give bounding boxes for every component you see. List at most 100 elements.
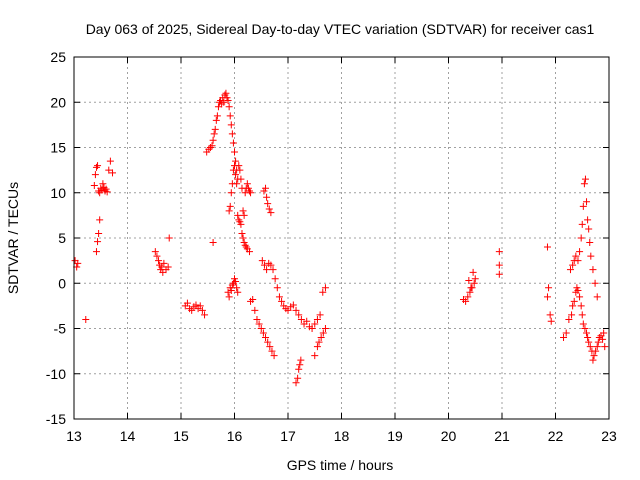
data-point [294,374,302,382]
data-point [206,144,214,151]
data-point [292,306,300,314]
data-point [224,288,232,296]
data-point [560,334,568,342]
data-point [94,238,102,246]
data-point [543,293,551,301]
x-tick-label: 14 [120,428,136,444]
data-point [222,89,230,97]
data-point [284,306,292,314]
data-point [232,157,240,165]
data-point [236,166,244,174]
x-tick-label: 16 [227,428,243,444]
data-point [574,257,582,265]
data-point [92,248,100,256]
data-point [232,277,240,285]
data-point [470,279,478,287]
data-point [269,266,277,274]
data-point [321,325,329,332]
data-point [579,202,587,210]
x-tick-label: 13 [66,428,82,444]
data-point [205,145,213,153]
data-point [258,257,266,265]
data-point [96,216,104,224]
y-tick-label: 20 [50,94,66,110]
data-point [262,334,270,342]
data-point [585,338,593,346]
data-point [208,142,216,150]
data-point [566,266,574,274]
data-point [245,248,253,256]
data-point [243,180,251,188]
data-point [153,252,161,260]
x-axis-label: GPS time / hours [287,457,394,473]
data-point [589,356,597,364]
data-point [467,284,475,292]
data-point [155,257,163,265]
data-point [82,315,90,323]
data-point [594,338,602,346]
data-point [94,162,102,170]
data-point [225,103,233,111]
data-point [289,301,297,309]
data-point [227,286,235,294]
data-point [212,116,220,124]
data-point [262,184,270,192]
data-point [237,175,245,183]
data-point [220,98,228,106]
data-point [165,234,173,242]
data-point [581,175,589,183]
data-point [570,297,578,305]
data-point [263,266,271,274]
data-point [590,352,598,360]
data-point [583,329,591,337]
data-point [188,306,196,314]
x-tick-label: 22 [548,428,564,444]
data-point [271,275,279,283]
data-point [568,311,576,319]
data-point [213,112,221,120]
data-point [600,329,608,337]
data-point [224,96,232,104]
data-point [233,180,241,188]
data-point [592,347,600,355]
data-point [234,288,242,296]
data-point [103,188,111,196]
data-point [319,329,327,337]
data-point [581,325,589,332]
data-point [211,125,219,133]
data-point [247,189,255,197]
data-point [74,259,82,267]
data-point [319,288,327,296]
data-point [97,184,105,192]
plot-frame [73,56,610,420]
data-point [577,234,585,242]
data-point [239,234,247,242]
data-point [495,248,503,256]
data-point [270,352,278,360]
data-point [268,347,276,355]
x-tick-label: 18 [334,428,350,444]
data-point [105,166,113,174]
data-point [495,261,503,269]
data-point [292,379,300,387]
data-point [313,343,321,351]
data-point [574,286,582,294]
y-tick-label: 5 [58,230,66,246]
data-point [576,293,584,301]
data-point [239,207,247,215]
data-point [317,334,325,342]
data-point [109,169,117,177]
data-point [313,315,321,323]
data-point [311,320,319,328]
data-point [228,281,236,289]
data-point [231,162,238,170]
data-point [495,270,503,278]
data-point [462,297,470,305]
data-point [275,293,283,301]
data-point [99,180,107,188]
data-point [586,343,594,351]
data-point [311,352,319,360]
y-tick-label: -15 [46,411,66,427]
